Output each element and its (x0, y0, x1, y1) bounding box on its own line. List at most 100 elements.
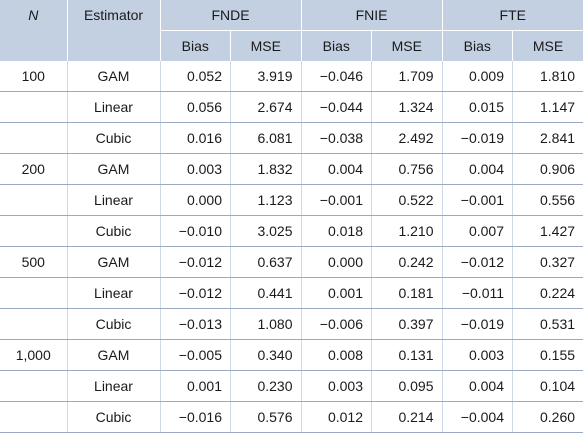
header-group-fte: FTE (441, 0, 583, 31)
header-estimator: Estimator (66, 0, 160, 31)
cell-fnde-bias: −0.005 (159, 339, 231, 371)
cell-fte-bias: −0.001 (441, 184, 513, 216)
cell-fnde-mse: 2.674 (230, 91, 301, 123)
cell-fnde-bias: 0.001 (159, 370, 231, 402)
cell-fte-bias: −0.019 (441, 122, 513, 154)
cell-fnie-mse: 0.397 (371, 308, 443, 340)
cell-fnde-mse: 1.080 (230, 308, 301, 340)
cell-fnde-bias: −0.016 (159, 401, 231, 433)
header-bias: Bias (159, 30, 231, 61)
cell-estimator: Linear (66, 184, 160, 216)
cell-n (0, 122, 67, 154)
header-blank (0, 30, 67, 61)
cell-fnie-mse: 0.181 (371, 277, 443, 309)
cell-estimator: Linear (66, 370, 160, 402)
results-table: N Estimator FNDE FNIE FTE Bias MSE Bias … (0, 0, 583, 433)
cell-n: 500 (0, 246, 67, 278)
cell-fnde-mse: 6.081 (230, 122, 301, 154)
cell-fnie-bias: −0.044 (300, 91, 372, 123)
header-group-fnde: FNDE (159, 0, 301, 31)
header-mse: MSE (512, 30, 583, 61)
cell-fnde-bias: 0.016 (159, 122, 231, 154)
cell-fnie-bias: −0.001 (300, 184, 372, 216)
cell-fnde-mse: 0.576 (230, 401, 301, 433)
cell-fte-bias: −0.011 (441, 277, 513, 309)
cell-n (0, 401, 67, 433)
cell-estimator: Cubic (66, 401, 160, 433)
cell-fnie-mse: 1.324 (371, 91, 443, 123)
cell-fte-bias: −0.019 (441, 308, 513, 340)
cell-n: 1,000 (0, 339, 67, 371)
cell-fnde-mse: 3.025 (230, 215, 301, 247)
cell-fnie-bias: 0.001 (300, 277, 372, 309)
cell-estimator: Linear (66, 91, 160, 123)
table-row: Linear −0.012 0.441 0.001 0.181 −0.011 0.224 (0, 277, 583, 309)
header-bias: Bias (441, 30, 513, 61)
cell-fnie-mse: 2.492 (371, 122, 443, 154)
cell-fnde-bias: 0.056 (159, 91, 231, 123)
header-group-fnie: FNIE (300, 0, 443, 31)
cell-fnie-mse: 1.210 (371, 215, 443, 247)
cell-n (0, 91, 67, 123)
cell-fnde-mse: 1.123 (230, 184, 301, 216)
cell-fnde-bias: 0.003 (159, 153, 231, 185)
cell-fte-bias: 0.015 (441, 91, 513, 123)
cell-fnie-bias: −0.006 (300, 308, 372, 340)
table-row: Linear 0.056 2.674 −0.044 1.324 0.015 1.147 (0, 91, 583, 123)
cell-fte-mse: 0.531 (512, 308, 583, 340)
cell-estimator: GAM (66, 153, 160, 185)
cell-fnde-mse: 0.637 (230, 246, 301, 278)
cell-fte-bias: 0.004 (441, 153, 513, 185)
cell-n: 200 (0, 153, 67, 185)
cell-estimator: GAM (66, 61, 160, 92)
cell-fte-mse: 0.260 (512, 401, 583, 433)
cell-fte-mse: 0.327 (512, 246, 583, 278)
cell-estimator: GAM (66, 339, 160, 371)
table-row: Cubic 0.016 6.081 −0.038 2.492 −0.019 2.841 (0, 122, 583, 154)
cell-fnde-bias: −0.012 (159, 277, 231, 309)
cell-n (0, 184, 67, 216)
cell-estimator: Linear (66, 277, 160, 309)
table-row: Cubic −0.013 1.080 −0.006 0.397 −0.019 0.531 (0, 308, 583, 340)
cell-n: 100 (0, 61, 67, 92)
cell-fnde-bias: 0.052 (159, 61, 231, 92)
cell-fte-bias: 0.004 (441, 370, 513, 402)
cell-fnde-mse: 0.340 (230, 339, 301, 371)
cell-fnie-bias: 0.012 (300, 401, 372, 433)
cell-fte-mse: 1.427 (512, 215, 583, 247)
cell-fnie-mse: 0.756 (371, 153, 443, 185)
table-body: 100 GAM 0.052 3.919 −0.046 1.709 0.009 1.810 Lin… (0, 61, 583, 433)
cell-fte-mse: 0.104 (512, 370, 583, 402)
header-blank (66, 30, 160, 61)
cell-fnde-bias: −0.012 (159, 246, 231, 278)
header-n: N (0, 0, 67, 31)
header-mse: MSE (230, 30, 301, 61)
cell-fnde-mse: 1.832 (230, 153, 301, 185)
cell-fnie-bias: −0.038 (300, 122, 372, 154)
table-row: Linear 0.001 0.230 0.003 0.095 0.004 0.104 (0, 370, 583, 402)
cell-fnie-mse: 0.522 (371, 184, 443, 216)
header-row-metrics: Bias MSE Bias MSE Bias MSE (0, 30, 583, 61)
cell-estimator: Cubic (66, 215, 160, 247)
cell-estimator: Cubic (66, 122, 160, 154)
cell-fnie-bias: 0.000 (300, 246, 372, 278)
cell-fnie-mse: 0.242 (371, 246, 443, 278)
cell-n (0, 370, 67, 402)
cell-fte-bias: −0.004 (441, 401, 513, 433)
cell-n (0, 277, 67, 309)
cell-fnde-mse: 0.230 (230, 370, 301, 402)
cell-fnde-bias: −0.010 (159, 215, 231, 247)
cell-fnie-bias: 0.003 (300, 370, 372, 402)
cell-fte-mse: 0.224 (512, 277, 583, 309)
table-row: Linear 0.000 1.123 −0.001 0.522 −0.001 0.556 (0, 184, 583, 216)
cell-fte-bias: 0.009 (441, 61, 513, 92)
cell-fnde-mse: 3.919 (230, 61, 301, 92)
cell-fnde-bias: 0.000 (159, 184, 231, 216)
cell-fte-bias: 0.007 (441, 215, 513, 247)
cell-estimator: Cubic (66, 308, 160, 340)
header-mse: MSE (371, 30, 443, 61)
cell-fte-mse: 1.810 (512, 61, 583, 92)
header-row-groups: N Estimator FNDE FNIE FTE (0, 0, 583, 31)
cell-fnde-mse: 0.441 (230, 277, 301, 309)
cell-fnie-mse: 0.214 (371, 401, 443, 433)
